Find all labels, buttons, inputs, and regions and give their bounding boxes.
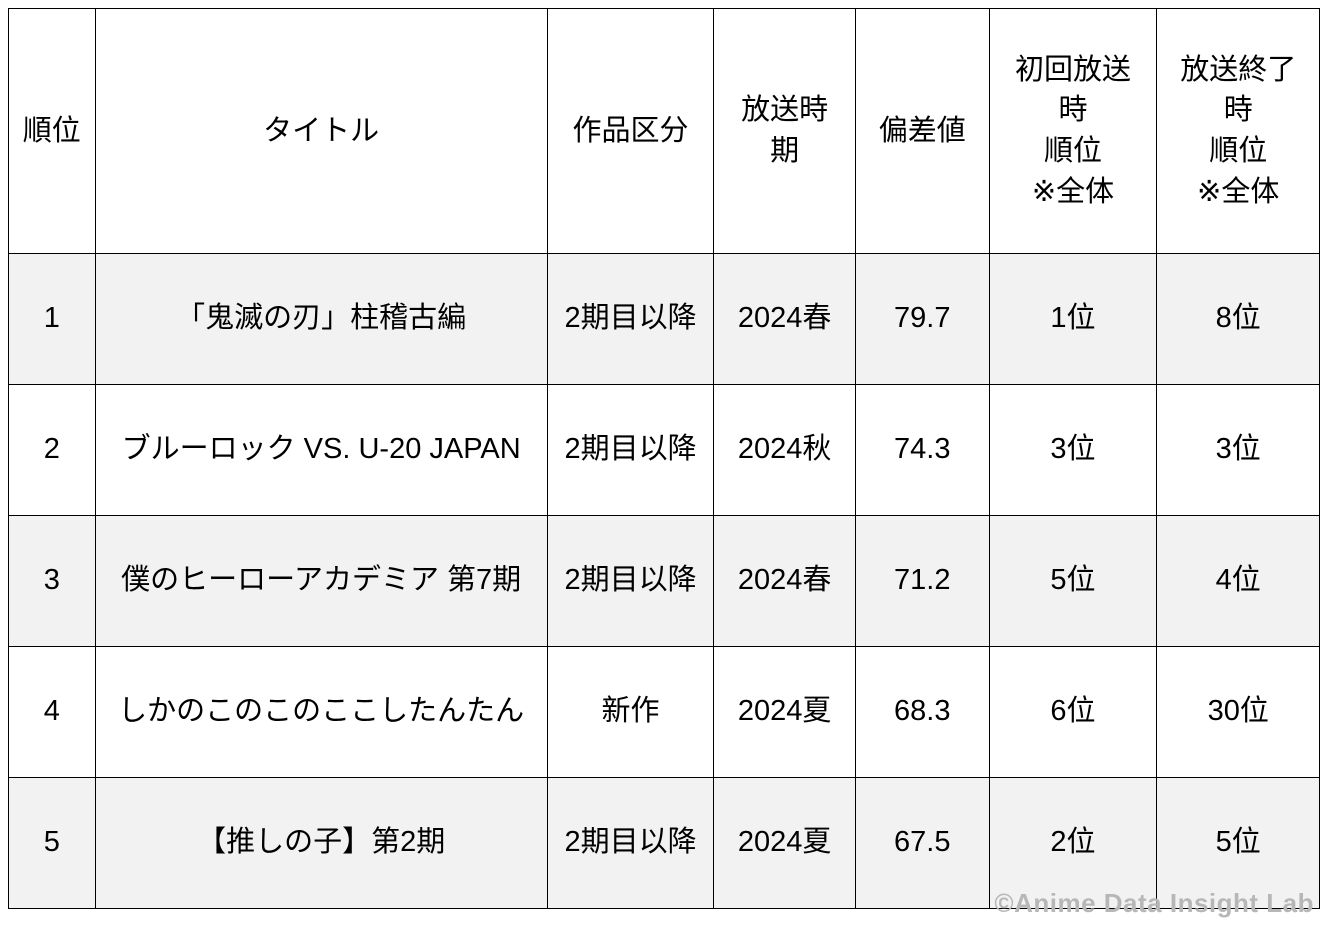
col-header-category: 作品区分 bbox=[546, 8, 715, 254]
cell-category: 2期目以降 bbox=[546, 384, 715, 516]
cell-category: 2期目以降 bbox=[546, 515, 715, 647]
col-header-first-broadcast-rank: 初回放送 時 順位 ※全体 bbox=[988, 8, 1158, 254]
cell-first-broadcast-rank: 6位 bbox=[988, 646, 1158, 778]
cell-first-broadcast-rank: 3位 bbox=[988, 384, 1158, 516]
cell-deviation: 79.7 bbox=[854, 253, 990, 385]
cell-first-broadcast-rank: 5位 bbox=[988, 515, 1158, 647]
cell-category: 2期目以降 bbox=[546, 253, 715, 385]
cell-title: 【推しの子】第2期 bbox=[94, 777, 548, 909]
cell-final-broadcast-rank: 8位 bbox=[1156, 253, 1320, 385]
cell-first-broadcast-rank: 2位 bbox=[988, 777, 1158, 909]
header-row: 順位 タイトル 作品区分 放送時 期 偏差値 初回放送 時 順位 ※全体 放送終… bbox=[8, 8, 1320, 254]
cell-rank: 4 bbox=[8, 646, 96, 778]
cell-title: 「鬼滅の刃」柱稽古編 bbox=[94, 253, 548, 385]
cell-first-broadcast-rank: 1位 bbox=[988, 253, 1158, 385]
cell-season: 2024夏 bbox=[713, 646, 856, 778]
cell-final-broadcast-rank: 4位 bbox=[1156, 515, 1320, 647]
cell-final-broadcast-rank: 5位 bbox=[1156, 777, 1320, 909]
cell-title: ブルーロック VS. U-20 JAPAN bbox=[94, 384, 548, 516]
cell-season: 2024夏 bbox=[713, 777, 856, 909]
cell-deviation: 67.5 bbox=[854, 777, 990, 909]
col-header-final-broadcast-rank: 放送終了 時 順位 ※全体 bbox=[1156, 8, 1320, 254]
col-header-rank: 順位 bbox=[8, 8, 96, 254]
cell-category: 2期目以降 bbox=[546, 777, 715, 909]
table-body: 1 「鬼滅の刃」柱稽古編 2期目以降 2024春 79.7 1位 8位 2 ブルーロック VS.… bbox=[8, 253, 1320, 909]
cell-category: 新作 bbox=[546, 646, 715, 778]
cell-title: 僕のヒーローアカデミア 第7期 bbox=[94, 515, 548, 647]
table-row: 2 ブルーロック VS. U-20 JAPAN 2期目以降 2024秋 74.3 3位 3位 bbox=[8, 384, 1320, 516]
col-header-deviation: 偏差値 bbox=[854, 8, 990, 254]
cell-deviation: 71.2 bbox=[854, 515, 990, 647]
cell-rank: 2 bbox=[8, 384, 96, 516]
table-row: 4 しかのこのこのここしたんたん 新作 2024夏 68.3 6位 30位 bbox=[8, 646, 1320, 778]
cell-deviation: 68.3 bbox=[854, 646, 990, 778]
cell-final-broadcast-rank: 30位 bbox=[1156, 646, 1320, 778]
table-row: 3 僕のヒーローアカデミア 第7期 2期目以降 2024春 71.2 5位 4位 bbox=[8, 515, 1320, 647]
cell-final-broadcast-rank: 3位 bbox=[1156, 384, 1320, 516]
cell-deviation: 74.3 bbox=[854, 384, 990, 516]
col-header-title: タイトル bbox=[94, 8, 548, 254]
cell-rank: 1 bbox=[8, 253, 96, 385]
cell-rank: 3 bbox=[8, 515, 96, 647]
cell-season: 2024秋 bbox=[713, 384, 856, 516]
cell-season: 2024春 bbox=[713, 515, 856, 647]
cell-title: しかのこのこのここしたんたん bbox=[94, 646, 548, 778]
table-row: 1 「鬼滅の刃」柱稽古編 2期目以降 2024春 79.7 1位 8位 bbox=[8, 253, 1320, 385]
col-header-season: 放送時 期 bbox=[713, 8, 856, 254]
cell-rank: 5 bbox=[8, 777, 96, 909]
table-row: 5 【推しの子】第2期 2期目以降 2024夏 67.5 2位 5位 bbox=[8, 777, 1320, 909]
cell-season: 2024春 bbox=[713, 253, 856, 385]
anime-ranking-table: 順位 タイトル 作品区分 放送時 期 偏差値 初回放送 時 順位 ※全体 放送終… bbox=[8, 8, 1320, 909]
